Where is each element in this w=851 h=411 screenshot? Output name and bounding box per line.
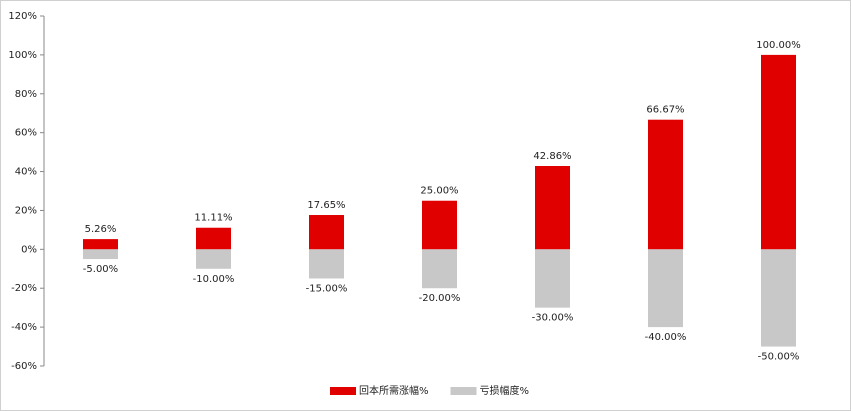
data-label: 17.65% [307,200,345,211]
data-label: -15.00% [306,284,348,295]
data-label: 66.67% [646,105,684,116]
bar [309,249,344,279]
y-tick-label: 20% [15,205,37,216]
data-label: 100.00% [756,40,801,51]
y-tick-label: 60% [15,128,37,139]
data-label: -50.00% [758,352,800,363]
data-label: -40.00% [645,332,687,343]
bar [422,249,457,289]
bar [422,200,457,250]
bar [648,119,683,250]
y-tick-label: 0% [21,244,37,255]
data-label: -10.00% [193,274,235,285]
data-label: 42.86% [533,151,571,162]
y-tick-label: -20% [11,283,37,294]
y-tick-label: -60% [11,361,37,372]
y-tick-label: 100% [8,50,37,61]
bar [196,249,231,269]
data-label: 5.26% [85,224,117,235]
bar [196,227,231,250]
bar [83,249,118,260]
y-tick-label: 80% [15,89,37,100]
legend-swatch [450,387,477,395]
legend-label: 亏损幅度% [480,384,530,397]
data-label: 25.00% [420,186,458,197]
y-tick-label: 120% [8,11,37,22]
y-tick-label: -40% [11,322,37,333]
data-label: -30.00% [532,313,574,324]
data-label: -5.00% [83,264,118,275]
data-label: 11.11% [194,213,232,224]
bar [309,215,344,250]
bar [648,249,683,328]
legend-swatch [330,387,356,395]
y-tick-label: 40% [15,167,37,178]
bar [761,249,796,347]
bar [83,239,118,250]
bar [535,249,570,308]
data-label: -20.00% [419,293,461,304]
legend-label: 回本所需涨幅% [359,384,429,397]
bar [761,54,796,250]
bar [535,165,570,250]
